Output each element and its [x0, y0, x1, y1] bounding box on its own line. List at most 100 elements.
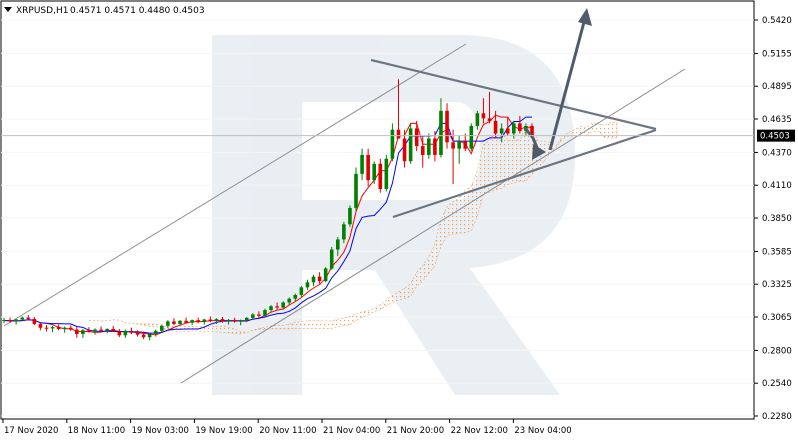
- y-tick-label: 0.5420: [762, 16, 792, 26]
- candle-body: [159, 325, 164, 331]
- candle-body: [93, 329, 97, 332]
- forecast-arrow-down: [523, 127, 540, 151]
- x-tick-label: 19 Nov 19:00: [195, 426, 252, 436]
- y-tick-label: 0.2800: [762, 346, 792, 356]
- candles: [2, 79, 534, 341]
- symbol-label: XRPUSD,H1: [16, 6, 68, 16]
- candle-body: [141, 334, 146, 338]
- candle-body: [153, 330, 158, 335]
- triangle-lower-line: [392, 128, 657, 219]
- candle-body: [505, 128, 510, 134]
- candle-body: [135, 332, 140, 335]
- kijun-sen-line: [3, 116, 532, 334]
- candle-body: [366, 154, 370, 181]
- candle-body: [335, 239, 340, 250]
- candle-body: [263, 310, 267, 316]
- candle-body: [408, 128, 413, 162]
- x-tick-label: 22 Nov 12:00: [451, 426, 508, 436]
- y-tick-label: 0.5155: [762, 49, 792, 59]
- candle-body: [14, 319, 18, 322]
- candle-body: [299, 287, 304, 295]
- ichimoku-lines: [3, 114, 532, 336]
- current-price-label: 0.4503: [760, 132, 790, 142]
- candle-body: [226, 319, 231, 322]
- channel-lower-line: [180, 68, 686, 384]
- candle-body: [269, 306, 273, 311]
- candle-body: [445, 110, 449, 143]
- candle-body: [232, 319, 237, 322]
- candle-body: [68, 327, 73, 330]
- candle-body: [293, 294, 298, 299]
- candle-body: [172, 321, 176, 324]
- y-tick-label: 0.2540: [762, 379, 792, 389]
- candle-body: [451, 142, 455, 149]
- candle-body: [487, 118, 492, 121]
- candle-body: [26, 317, 31, 319]
- candle-body: [196, 320, 201, 323]
- candle-body: [384, 158, 389, 189]
- chart-header: XRPUSD,H1 0.4571 0.4571 0.4480 0.4503: [4, 6, 205, 16]
- y-tick-label: 0.3585: [762, 247, 792, 257]
- candle-body: [469, 125, 474, 149]
- forecast-arrowhead-down: [532, 144, 546, 160]
- ichimoku-cloud: [88, 121, 618, 335]
- candle-body: [329, 249, 334, 269]
- y-tick-label: 0.2280: [762, 412, 792, 422]
- candle-body: [166, 321, 170, 326]
- candle-body: [8, 319, 12, 322]
- triangle-upper-line: [370, 58, 657, 131]
- candle-body: [208, 319, 213, 321]
- time-axis: 17 Nov 2020 18 Nov 11:00 19 Nov 03:00 19 No…: [2, 419, 572, 436]
- candle-body: [111, 328, 116, 332]
- candle-body: [178, 320, 182, 324]
- x-tick-label: 21 Nov 04:00: [323, 426, 380, 436]
- candle-body: [75, 329, 79, 335]
- candle-body: [251, 314, 255, 318]
- candle-body: [305, 282, 310, 288]
- candle-body: [439, 110, 443, 155]
- x-tick-label: 20 Nov 11:00: [259, 426, 316, 436]
- candle-body: [378, 163, 383, 189]
- dropdown-triangle-icon[interactable]: [4, 7, 12, 12]
- forecast-arrows: [523, 8, 592, 160]
- candle-body: [457, 141, 461, 149]
- channel-upper-line: [3, 43, 467, 327]
- x-tick-label: 17 Nov 2020: [4, 426, 58, 436]
- grid: [1, 19, 754, 417]
- candle-body: [354, 173, 358, 208]
- forecast-arrow-up: [548, 21, 586, 151]
- cloud-area: [88, 121, 618, 335]
- candle-body: [342, 224, 346, 240]
- y-tick-label: 0.4370: [762, 148, 792, 158]
- tenkan-sen-line: [3, 114, 532, 336]
- candle-body: [20, 317, 25, 320]
- y-tick-label: 0.4110: [762, 181, 792, 191]
- candle-body: [390, 129, 395, 159]
- candle-body: [202, 319, 207, 323]
- y-tick-label: 0.4635: [762, 115, 792, 125]
- candle-body: [518, 123, 522, 131]
- candle-body: [129, 330, 134, 333]
- candle-body: [433, 138, 437, 155]
- candle-body: [530, 125, 534, 136]
- candle-body: [323, 268, 328, 282]
- current-price-marker: 0.4503: [1, 129, 795, 142]
- x-tick-label: 23 Nov 04:00: [514, 426, 571, 436]
- candle-body: [38, 323, 43, 328]
- candle-body: [105, 328, 109, 331]
- candle-body: [311, 276, 316, 283]
- candle-body: [317, 276, 322, 282]
- candle-body: [257, 314, 261, 316]
- candle-body: [493, 120, 498, 134]
- y-tick-label: 0.3065: [762, 313, 792, 323]
- x-tick-label: 19 Nov 03:00: [132, 426, 189, 436]
- candle-body: [50, 327, 55, 329]
- candle-body: [184, 320, 188, 323]
- candle-body: [99, 329, 103, 331]
- candle-body: [402, 138, 407, 162]
- candle-body: [396, 129, 401, 139]
- candle-body: [348, 207, 352, 225]
- candle-body: [281, 302, 285, 308]
